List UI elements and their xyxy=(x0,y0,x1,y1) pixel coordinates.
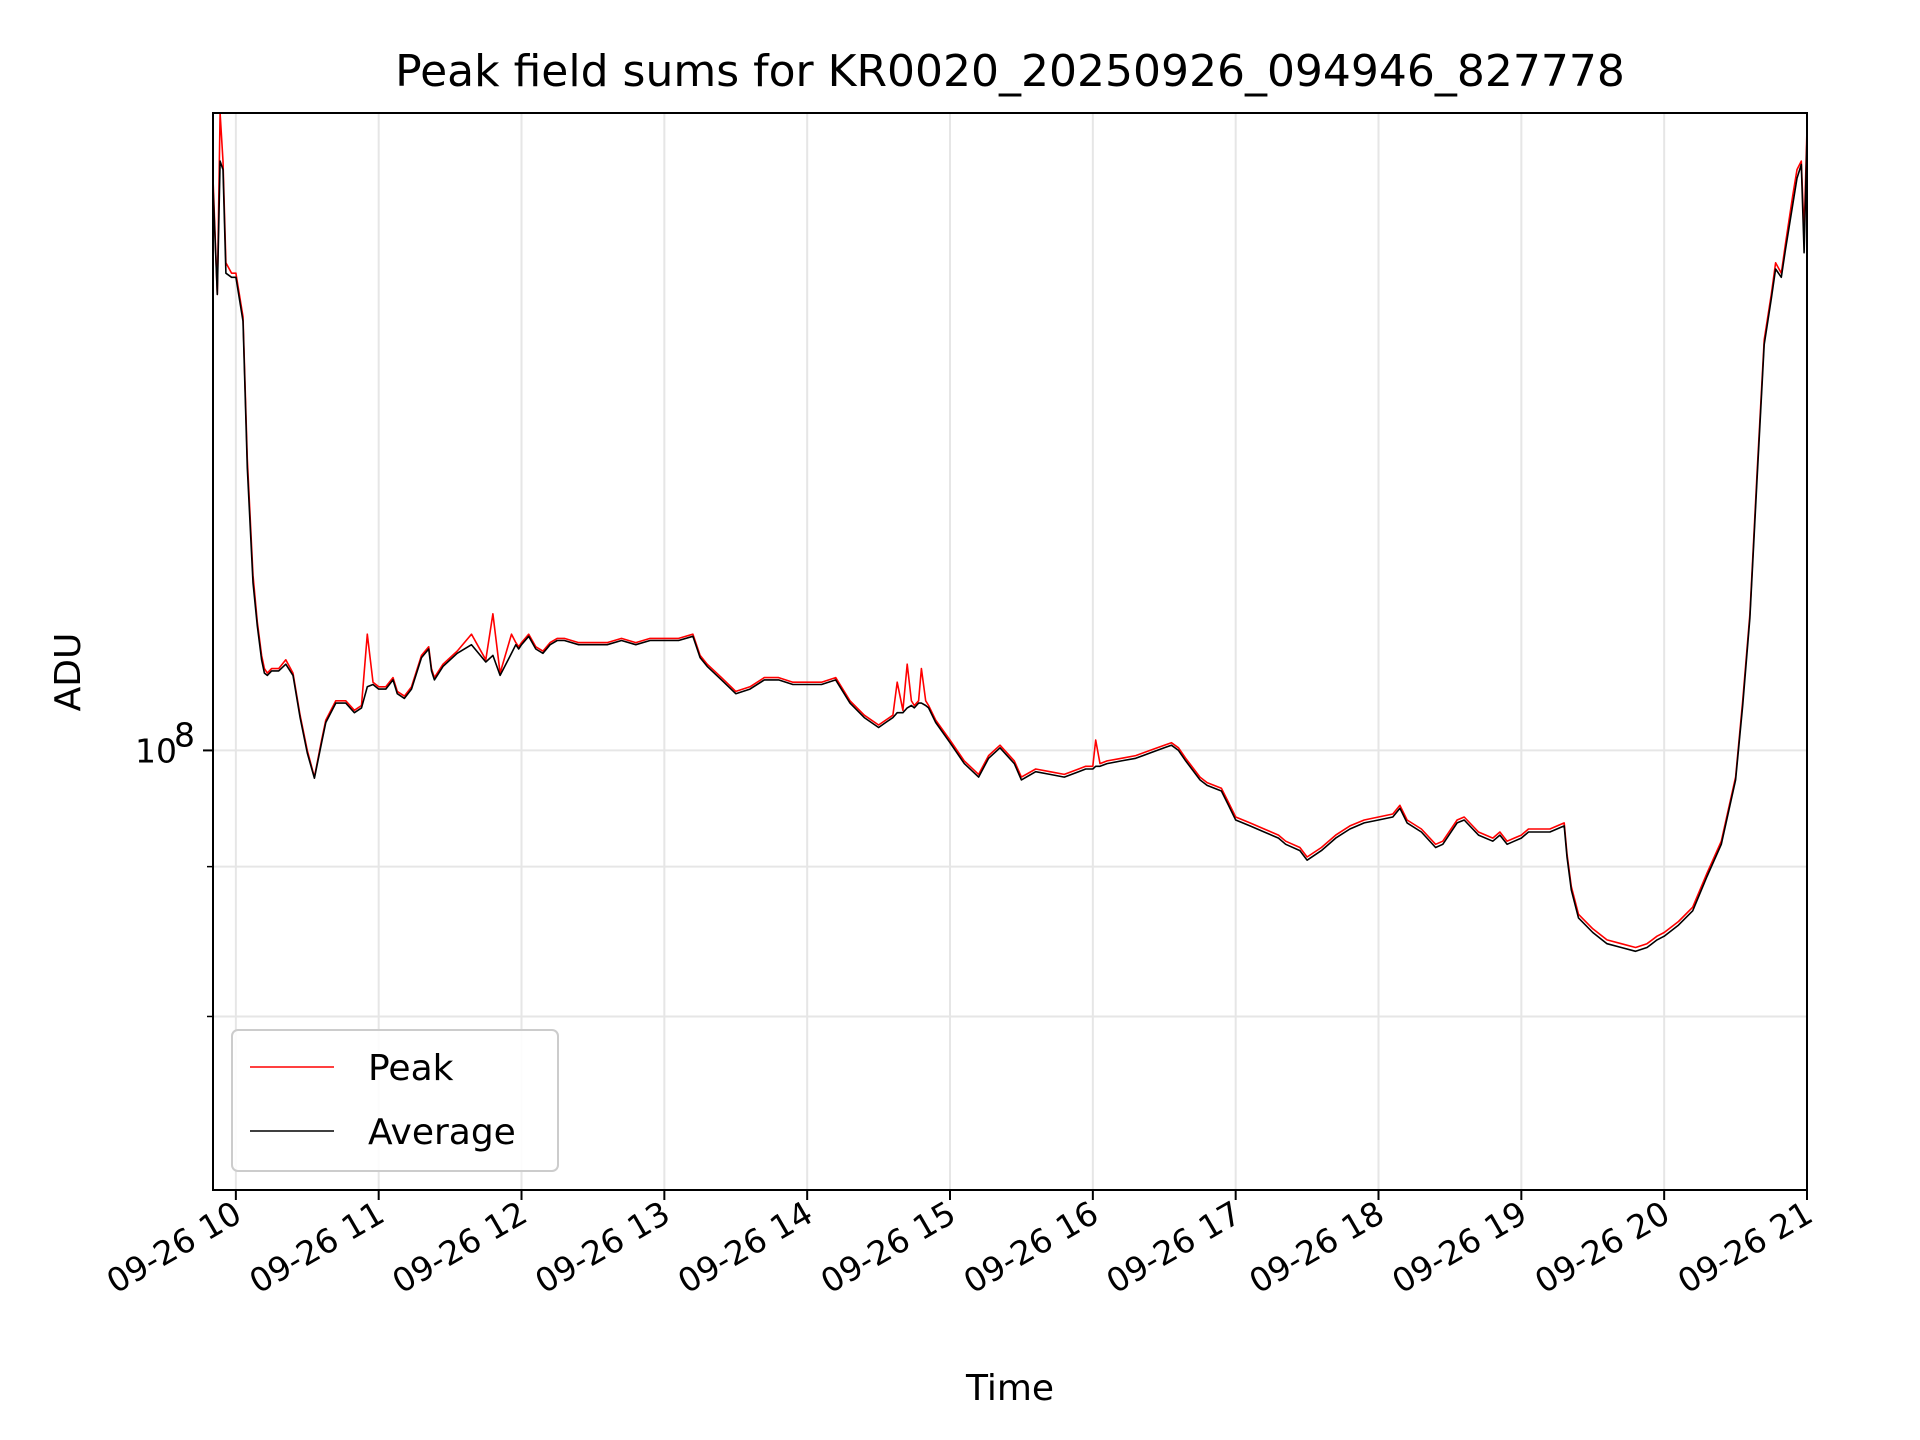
legend: Peak Average xyxy=(231,1029,559,1172)
legend-label-peak: Peak xyxy=(368,1048,454,1089)
y-tick-exponent: 8 xyxy=(174,715,195,754)
chart-title: Peak field sums for KR0020_20250926_0949… xyxy=(395,46,1625,97)
y-axis-label: ADU xyxy=(48,633,89,712)
y-tick-label: 10 xyxy=(135,731,177,770)
grid xyxy=(213,113,1808,1190)
legend-label-average: Average xyxy=(368,1112,516,1153)
series-line-peak xyxy=(212,112,1808,949)
series-layer xyxy=(212,112,1808,953)
x-axis-label: Time xyxy=(965,1368,1054,1409)
legend-box xyxy=(231,1029,559,1172)
series-line-average xyxy=(212,136,1808,953)
plot-frame xyxy=(212,112,1808,1191)
